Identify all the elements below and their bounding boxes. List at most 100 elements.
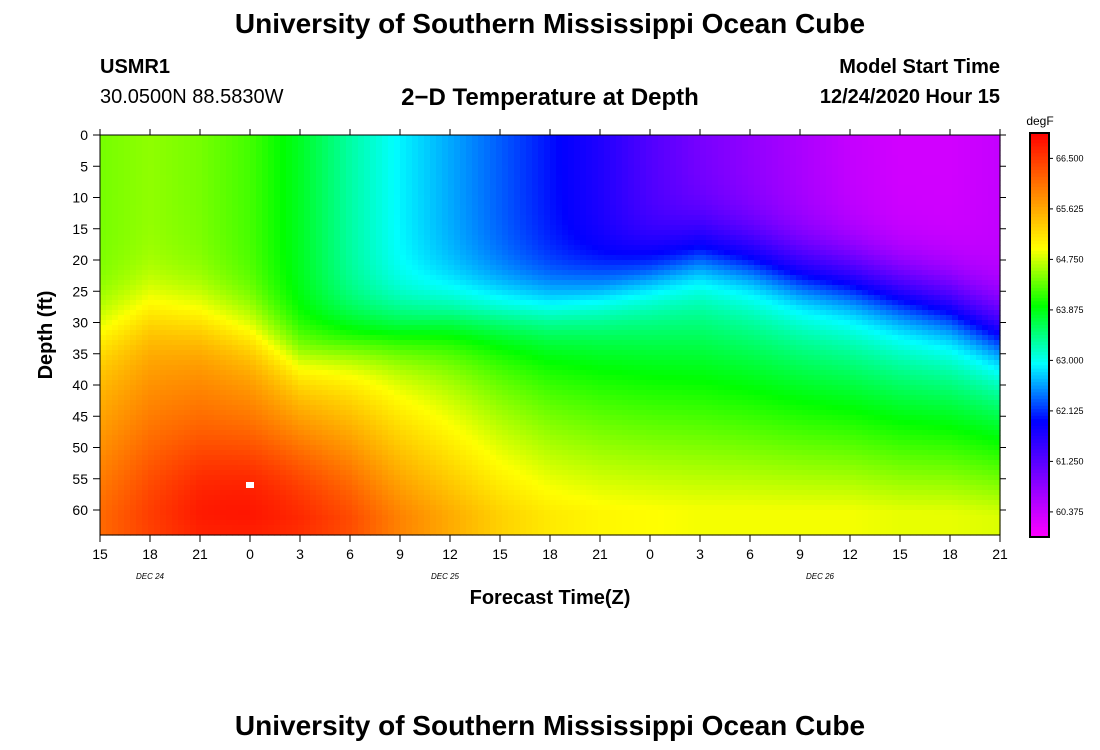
heatmap-cell <box>178 400 185 406</box>
heatmap-cell <box>394 410 401 416</box>
heatmap-cell <box>100 235 107 241</box>
heatmap-cell <box>334 195 341 201</box>
heatmap-cell <box>460 350 467 356</box>
heatmap-cell <box>328 405 335 411</box>
heatmap-cell <box>292 245 299 251</box>
heatmap-cell <box>322 195 329 201</box>
heatmap-cell <box>178 290 185 296</box>
heatmap-cell <box>100 420 107 426</box>
heatmap-cell <box>406 445 413 451</box>
heatmap-cell <box>226 485 233 491</box>
heatmap-cell <box>358 365 365 371</box>
heatmap-cell <box>274 195 281 201</box>
heatmap-cell <box>364 145 371 151</box>
heatmap-cell <box>292 455 299 461</box>
heatmap-cell <box>256 295 263 301</box>
heatmap-cell <box>172 135 179 141</box>
heatmap-cell <box>172 270 179 276</box>
heatmap-cell <box>148 485 155 491</box>
heatmap-cell <box>118 445 125 451</box>
heatmap-cell <box>316 335 323 341</box>
heatmap-cell <box>328 410 335 416</box>
heatmap-cell <box>454 460 461 466</box>
heatmap-cell <box>100 290 107 296</box>
heatmap-cell <box>424 310 431 316</box>
heatmap-cell <box>406 495 413 501</box>
heatmap-cell <box>454 360 461 366</box>
heatmap-cell <box>136 530 143 536</box>
heatmap-cell <box>298 350 305 356</box>
heatmap-cell <box>184 260 191 266</box>
heatmap-cell <box>232 255 239 261</box>
heatmap-cell <box>160 185 167 191</box>
heatmap-cell <box>214 340 221 346</box>
heatmap-cell <box>418 145 425 151</box>
heatmap-cell <box>352 205 359 211</box>
heatmap-cell <box>400 440 407 446</box>
heatmap-cell <box>298 290 305 296</box>
heatmap-cell <box>412 355 419 361</box>
heatmap-cell <box>406 325 413 331</box>
heatmap-cell <box>358 515 365 521</box>
heatmap-cell <box>166 150 173 156</box>
heatmap-cell <box>292 190 299 196</box>
heatmap-cell <box>316 250 323 256</box>
heatmap-cell <box>328 305 335 311</box>
heatmap-cell <box>406 395 413 401</box>
heatmap-cell <box>442 310 449 316</box>
heatmap-cell <box>358 505 365 511</box>
heatmap-cell <box>226 200 233 206</box>
heatmap-cell <box>388 520 395 526</box>
heatmap-cell <box>430 290 437 296</box>
heatmap-cell <box>100 305 107 311</box>
heatmap-cell <box>358 185 365 191</box>
heatmap-cell <box>124 310 131 316</box>
heatmap-cell <box>328 145 335 151</box>
heatmap-cell <box>202 280 209 286</box>
heatmap-cell <box>274 255 281 261</box>
heatmap-cell <box>100 185 107 191</box>
heatmap-cell <box>328 315 335 321</box>
heatmap-cell <box>208 465 215 471</box>
heatmap-cell <box>340 480 347 486</box>
heatmap-cell <box>406 140 413 146</box>
heatmap-cell <box>388 445 395 451</box>
heatmap-cell <box>382 200 389 206</box>
heatmap-cell <box>130 285 137 291</box>
heatmap-cell <box>202 315 209 321</box>
heatmap-cell <box>466 455 473 461</box>
heatmap-cell <box>466 355 473 361</box>
heatmap-cell <box>370 515 377 521</box>
heatmap-cell <box>370 320 377 326</box>
heatmap-cell <box>388 530 395 536</box>
heatmap-cell <box>184 365 191 371</box>
heatmap-cell <box>412 180 419 186</box>
heatmap-cell <box>298 320 305 326</box>
heatmap-cell <box>304 345 311 351</box>
heatmap-cell <box>334 310 341 316</box>
heatmap-cell <box>106 425 113 431</box>
heatmap-cell <box>244 200 251 206</box>
heatmap-cell <box>160 370 167 376</box>
heatmap-cell <box>226 325 233 331</box>
heatmap-cell <box>196 315 203 321</box>
heatmap-cell <box>400 520 407 526</box>
heatmap-cell <box>316 340 323 346</box>
heatmap-cell <box>328 380 335 386</box>
heatmap-cell <box>232 385 239 391</box>
heatmap-cell <box>172 265 179 271</box>
heatmap-cell <box>466 335 473 341</box>
heatmap-cell <box>184 380 191 386</box>
heatmap-cell <box>436 150 443 156</box>
heatmap-cell <box>136 280 143 286</box>
heatmap-cell <box>400 230 407 236</box>
heatmap-cell <box>238 315 245 321</box>
heatmap-cell <box>214 225 221 231</box>
heatmap-cell <box>172 505 179 511</box>
heatmap-cell <box>130 410 137 416</box>
heatmap-cell <box>274 415 281 421</box>
heatmap-cell <box>358 400 365 406</box>
heatmap-cell <box>112 185 119 191</box>
heatmap-cell <box>256 240 263 246</box>
heatmap-cell <box>292 520 299 526</box>
